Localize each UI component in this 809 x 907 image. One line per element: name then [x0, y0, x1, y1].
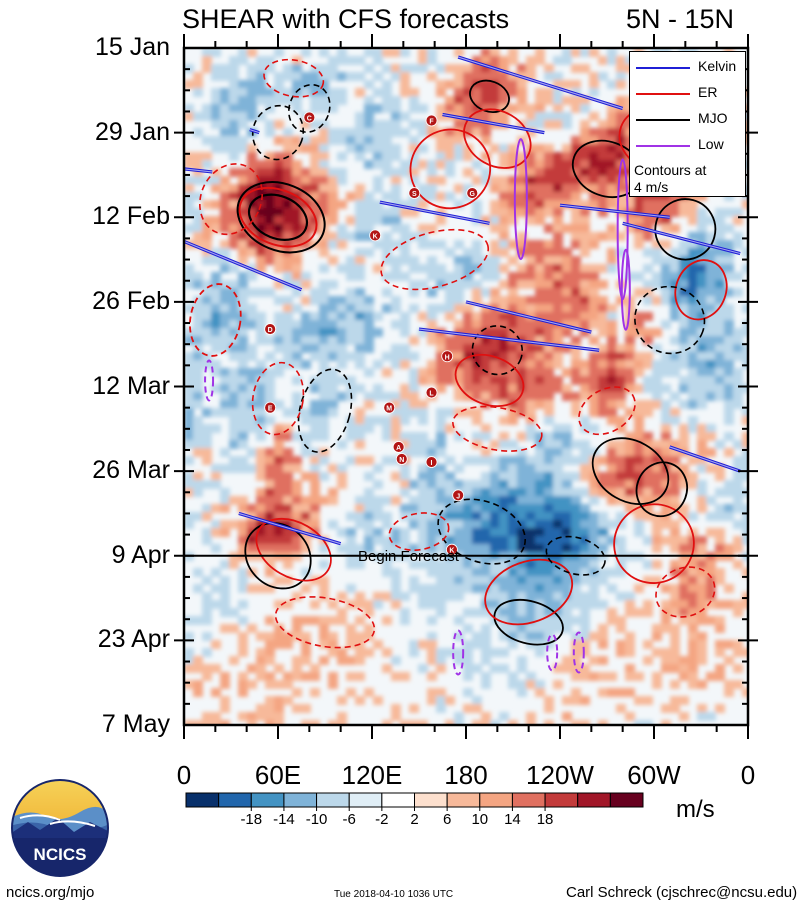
storm-marker-label: K	[449, 548, 454, 555]
colorbar-swatch	[250, 792, 285, 808]
storm-marker: A	[392, 441, 405, 453]
colorbar-swatch	[446, 792, 481, 808]
storm-marker: M	[383, 401, 396, 414]
x-tick-label: 60W	[627, 760, 681, 790]
colorbar-swatch	[609, 792, 644, 808]
storm-marker-label: H	[445, 354, 450, 361]
colorbar-label: -10	[305, 811, 328, 828]
legend-entry: Low	[630, 134, 745, 154]
storm-marker: E	[264, 401, 277, 414]
storm-marker-label: E	[268, 406, 273, 413]
storm-marker: F	[425, 114, 438, 127]
colorbar-label: 14	[504, 811, 521, 828]
footer-timestamp: Tue 2018-04-10 1036 UTC	[334, 889, 454, 900]
axes	[174, 34, 758, 739]
legend-label: MJO	[698, 110, 728, 126]
colorbar-label: -6	[342, 811, 356, 828]
colorbar-swatch	[414, 792, 448, 808]
y-tick-label: 9 Apr	[111, 540, 170, 569]
colorbar-label: -2	[375, 811, 389, 828]
storm-marker-label: A	[396, 445, 401, 452]
storm-marker: J	[452, 489, 465, 502]
legend-swatch	[636, 93, 690, 95]
storm-marker-label: I	[431, 460, 433, 467]
y-tick-label: 26 Feb	[92, 286, 170, 315]
colorbar-swatch	[316, 792, 350, 808]
legend-note-line1: Contours at	[634, 162, 707, 178]
storm-marker-label: F	[429, 119, 434, 126]
colorbar-swatch	[479, 792, 513, 808]
colorbar-swatch	[511, 792, 546, 808]
region-label: 5N - 15N	[626, 4, 735, 34]
storm-marker-label: N	[399, 457, 404, 464]
colorbar-swatch	[577, 792, 611, 808]
footer-website: ncics.org/mjo	[6, 884, 95, 901]
colorbar-label: -18	[240, 811, 263, 828]
storm-marker: C	[303, 111, 316, 124]
colorbar-units: m/s	[676, 796, 715, 823]
colorbar-swatch	[283, 792, 318, 808]
y-tick-label: 7 May	[101, 710, 170, 738]
storm-markers: C F S G K D H L E M AN I J K	[264, 111, 479, 556]
colorbar-swatch	[544, 792, 579, 808]
legend: Kelvin ER MJO Low Contours at 4 m/s	[629, 51, 746, 197]
y-tick-label: 15 Jan	[94, 33, 170, 61]
x-tick-label: 120W	[526, 760, 594, 790]
storm-marker: L	[425, 386, 438, 399]
legend-swatch	[636, 119, 690, 121]
footer-author: Carl Schreck (cjschrec@ncsu.edu)	[566, 884, 798, 901]
legend-swatch	[636, 145, 690, 147]
x-tick-label: 120E	[341, 760, 403, 790]
y-tick-label: 29 Jan	[94, 117, 170, 146]
storm-marker: H	[441, 350, 454, 363]
legend-entry: Kelvin	[630, 56, 745, 76]
colorbar	[185, 792, 644, 811]
colorbar-label: 2	[410, 811, 419, 828]
colorbar-swatch	[348, 792, 383, 808]
colorbar-label: 10	[471, 811, 489, 828]
storm-marker: D	[264, 323, 277, 335]
storm-marker-label: C	[307, 116, 312, 123]
legend-entry: MJO	[630, 108, 745, 128]
colorbar-label: 18	[536, 811, 554, 828]
storm-marker: K	[369, 229, 382, 242]
wave-contours	[184, 55, 741, 676]
y-tick-label: 12 Feb	[92, 202, 170, 231]
storm-marker-label: K	[373, 233, 378, 240]
storm-marker: S	[408, 187, 421, 199]
colorbar-swatch	[218, 792, 252, 808]
chart-title: SHEAR with CFS forecasts	[182, 4, 510, 34]
storm-marker-label: S	[412, 191, 417, 198]
y-tick-label: 26 Mar	[92, 456, 170, 485]
begin-forecast-label: Begin Forecast	[358, 548, 459, 565]
storm-marker: G	[466, 187, 479, 199]
storm-marker-label: L	[429, 391, 434, 398]
storm-marker-label: G	[470, 191, 476, 198]
colorbar-swatch	[381, 792, 416, 808]
storm-marker: I	[425, 456, 438, 468]
legend-swatch	[636, 67, 690, 69]
storm-marker: N	[395, 453, 408, 465]
storm-marker-label: D	[268, 327, 273, 334]
colorbar-label: 6	[442, 811, 452, 828]
ncics-logo: NCICS	[11, 779, 109, 877]
x-tick-label: 0	[740, 760, 756, 790]
x-tick-label: 180	[444, 760, 488, 790]
colorbar-label: -14	[273, 811, 295, 828]
y-tick-label: 23 Apr	[97, 625, 170, 654]
logo-text: NCICS	[34, 845, 87, 864]
storm-marker: K	[445, 543, 458, 556]
colorbar-swatch	[185, 792, 220, 808]
legend-note-line2: 4 m/s	[634, 179, 669, 195]
storm-marker-label: J	[456, 493, 460, 500]
legend-label: ER	[698, 84, 718, 100]
storm-marker-label: M	[386, 406, 392, 413]
x-tick-label: 0	[176, 760, 192, 790]
legend-label: Low	[698, 136, 724, 152]
legend-label: Kelvin	[698, 58, 737, 74]
legend-entry: ER	[630, 82, 745, 102]
x-tick-label: 60E	[254, 760, 302, 790]
y-tick-label: 12 Mar	[92, 371, 170, 400]
